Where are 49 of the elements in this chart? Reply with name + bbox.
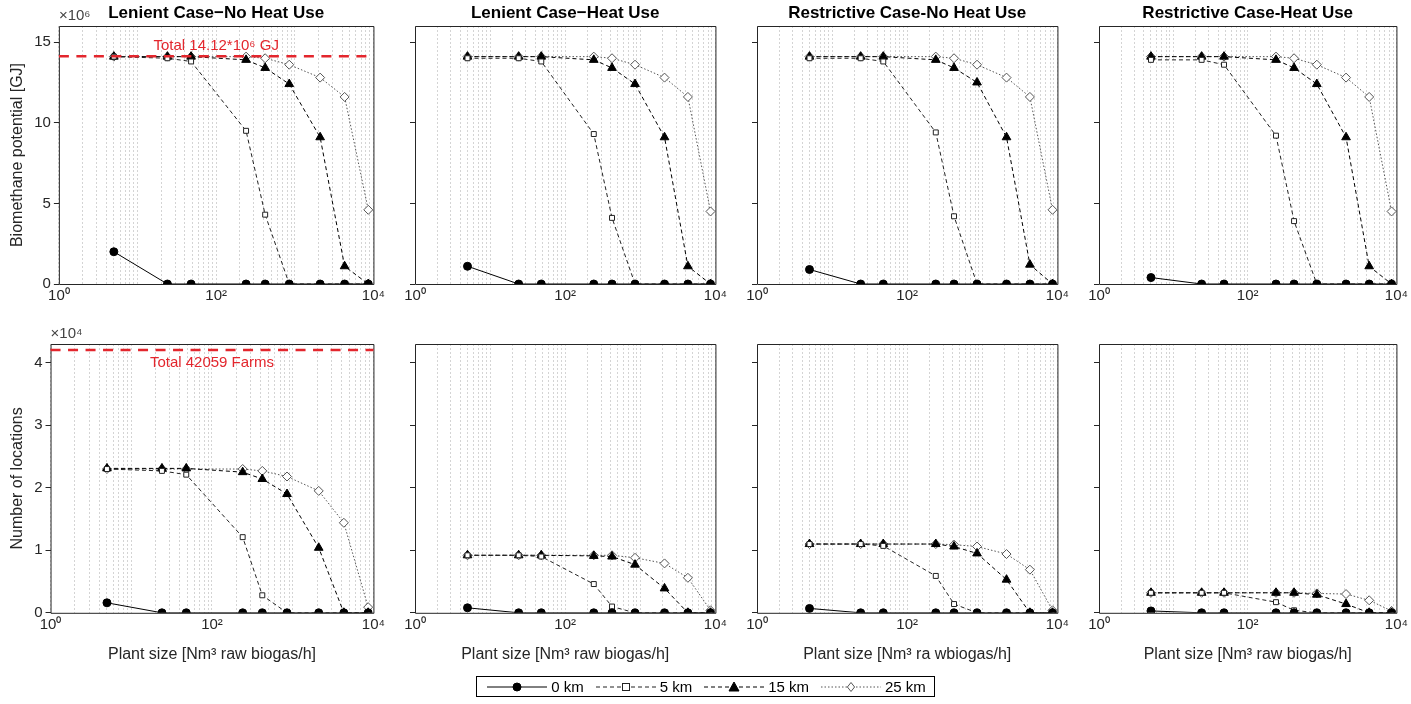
x-tick-label: 10⁴ xyxy=(1384,614,1409,632)
y-tick-label: 15 xyxy=(34,32,51,50)
text: ×10⁶ xyxy=(58,5,91,23)
y-axis-title: Number of locations xyxy=(8,407,26,550)
chart-title: Lenient Case−No Heat Use xyxy=(108,3,325,23)
ref-line-label: Total 42059 Farms xyxy=(149,352,275,370)
x-tick-label: 10² xyxy=(205,286,227,304)
y-tick-label: 1 xyxy=(34,540,43,558)
chart-title: Lenient Case−Heat Use xyxy=(470,3,660,23)
x-tick-label: 10⁴ xyxy=(1045,614,1070,632)
x-tick-label: 10⁴ xyxy=(361,614,386,632)
legend-label: 15 km xyxy=(768,678,810,695)
x-tick-label: 10⁴ xyxy=(1384,286,1409,304)
x-tick-label: 10⁰ xyxy=(1088,286,1110,304)
x-tick-label: 10⁴ xyxy=(1045,286,1070,304)
y-tick-label: 5 xyxy=(42,193,51,211)
x-tick-label: 10² xyxy=(554,286,577,304)
y-tick-label: 10 xyxy=(34,112,51,130)
x-tick-label: 10⁰ xyxy=(746,286,768,304)
x-tick-label: 10² xyxy=(896,286,919,304)
chart-title: Restrictive Case-No Heat Use xyxy=(788,3,1027,23)
x-tick-label: 10⁴ xyxy=(703,286,728,304)
x-tick-label: 10⁰ xyxy=(746,614,768,632)
legend-label: 0 km xyxy=(551,678,584,695)
x-tick-label: 10⁴ xyxy=(361,286,386,304)
y-tick-label: 0 xyxy=(34,602,43,620)
legend-label: 5 km xyxy=(659,678,693,695)
x-tick-label: 10⁰ xyxy=(1088,614,1110,632)
x-tick-label: 10² xyxy=(201,614,223,632)
legend-label: 25 km xyxy=(885,678,926,695)
y-axis-title: Biomethane potential [GJ] xyxy=(8,62,26,248)
ref-line-label: Total 14.12*10⁶ GJ xyxy=(153,35,279,53)
y-tick-label: 0 xyxy=(42,274,51,292)
y-tick-label: 2 xyxy=(34,477,43,495)
x-tick-label: 10² xyxy=(896,614,919,632)
x-tick-label: 10⁰ xyxy=(404,286,426,304)
x-axis-title: Plant size [Nm³ raw biogas/h] xyxy=(1143,644,1352,662)
y-tick-label: 4 xyxy=(34,352,43,370)
x-tick-label: 10² xyxy=(1236,614,1259,632)
text: ×10⁴ xyxy=(50,323,83,341)
y-tick-label: 3 xyxy=(34,415,43,433)
x-tick-label: 10² xyxy=(554,614,577,632)
x-axis-title: Plant size [Nm³ ra wbiogas/h] xyxy=(803,644,1012,662)
x-tick-label: 10² xyxy=(1236,286,1259,304)
x-tick-label: 10⁰ xyxy=(404,614,426,632)
x-axis-title: Plant size [Nm³ raw biogas/h] xyxy=(461,644,670,662)
chart-title: Restrictive Case-Heat Use xyxy=(1142,3,1354,23)
x-axis-title: Plant size [Nm³ raw biogas/h] xyxy=(107,644,317,662)
x-tick-label: 10⁴ xyxy=(703,614,728,632)
